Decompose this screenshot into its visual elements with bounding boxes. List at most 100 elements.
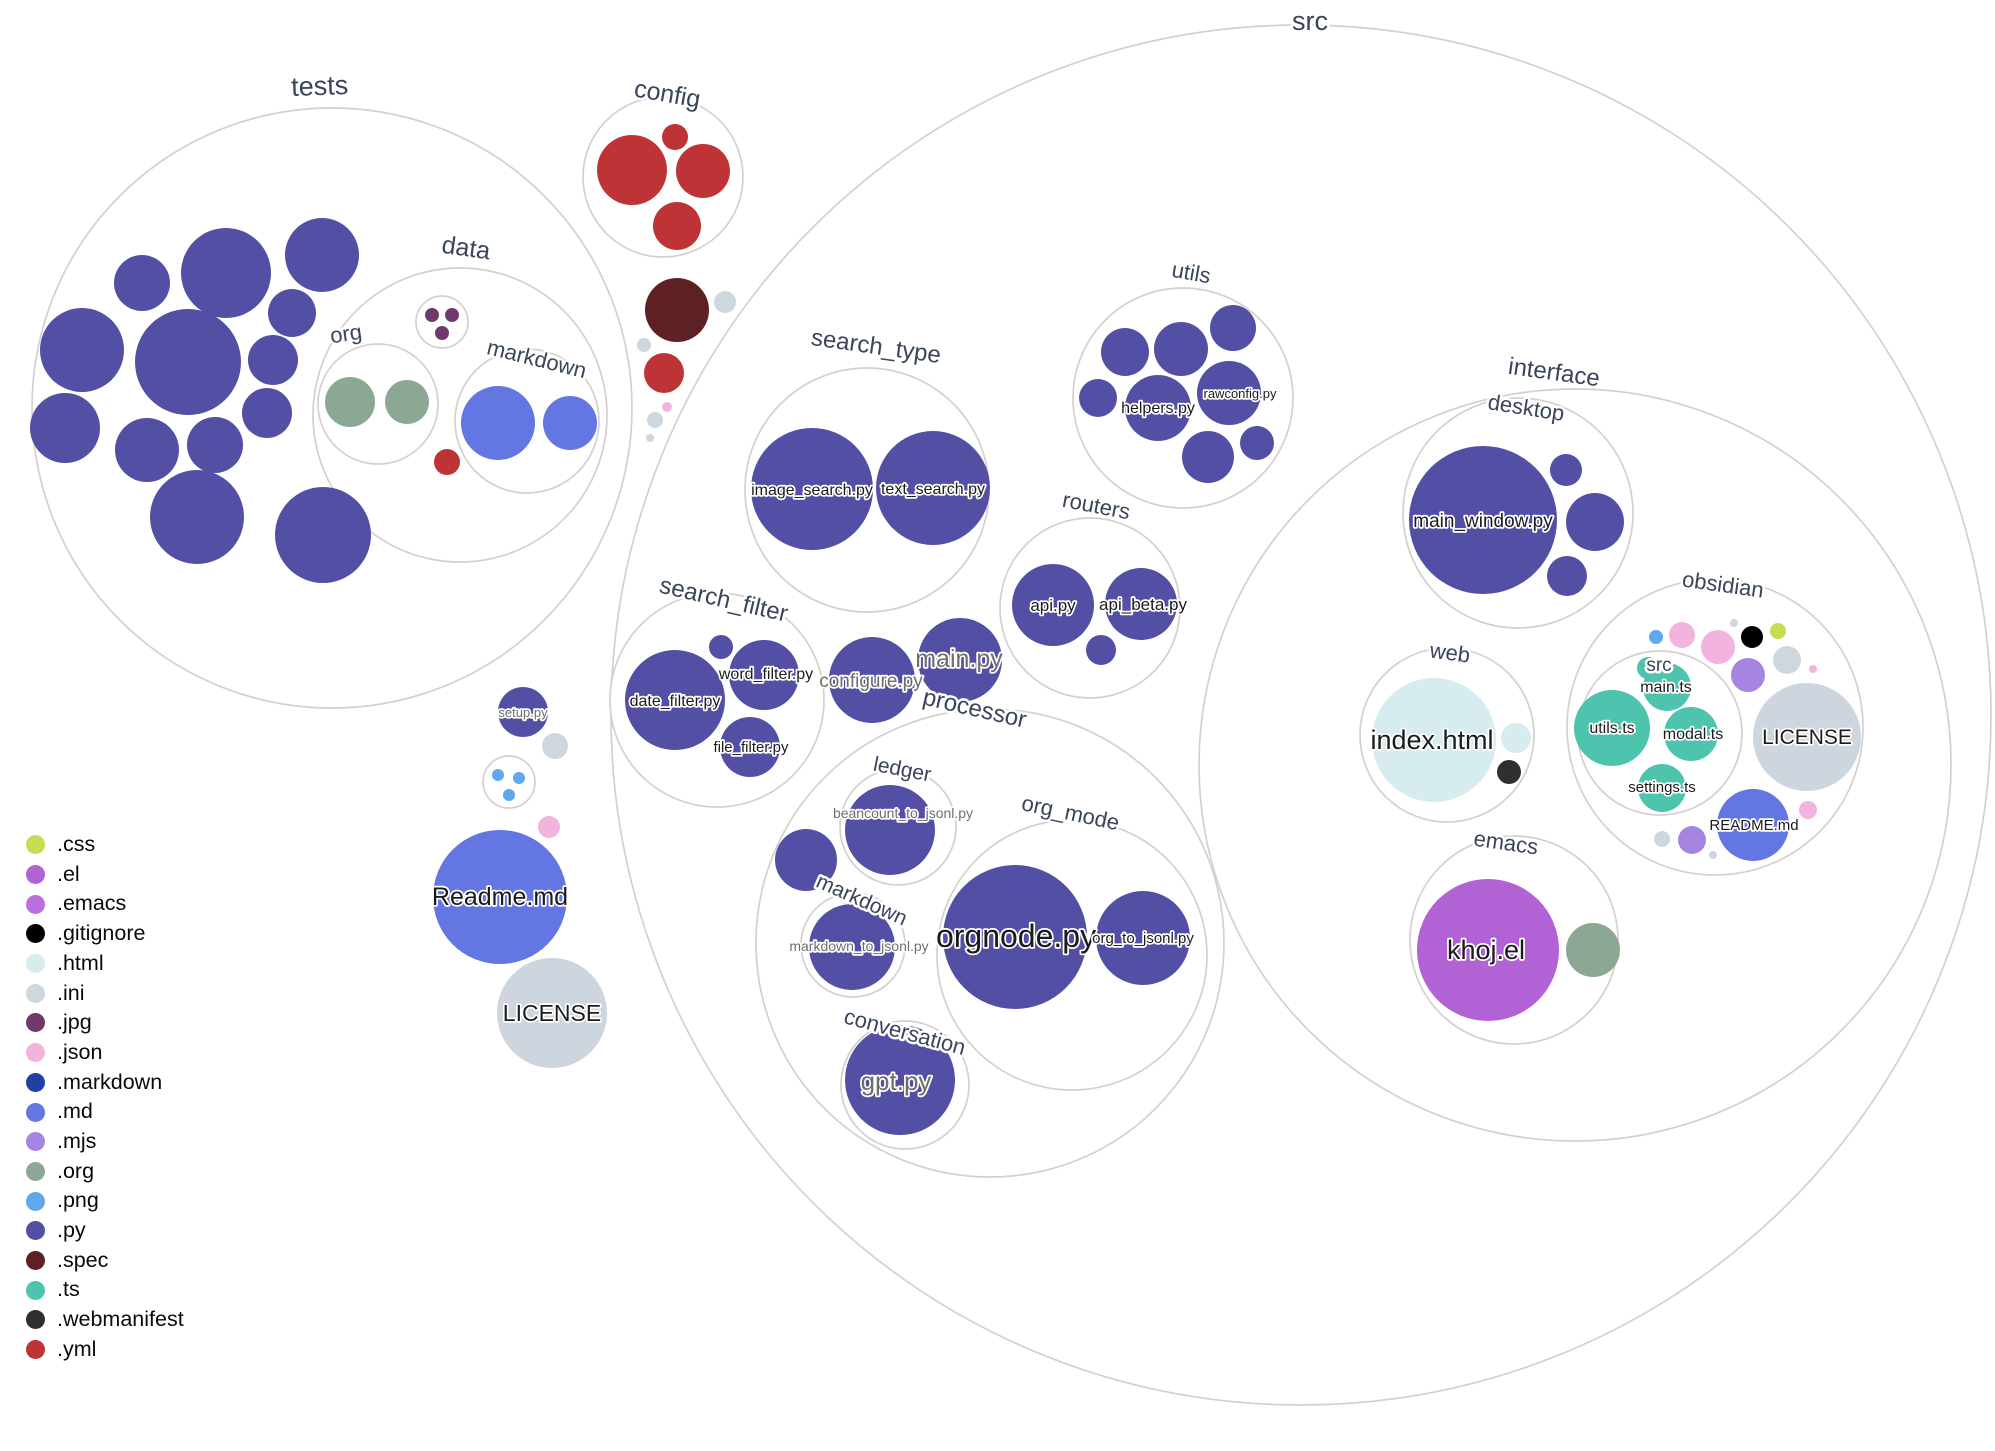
file-circle-dot-ini-77[interactable] — [1730, 619, 1738, 627]
file-circle-dot-json-82[interactable] — [1809, 665, 1817, 673]
file-circle-dot-py-66[interactable] — [1550, 454, 1582, 486]
file-circle-dot-py-12[interactable] — [275, 487, 371, 583]
file-circle-dot-css-79[interactable] — [1770, 623, 1786, 639]
file-circle-org_to_jsonl.py[interactable] — [1096, 891, 1190, 985]
file-circle-dot-py-5[interactable] — [135, 309, 241, 415]
legend-label-html: .html — [57, 950, 104, 975]
file-circle-settings.ts[interactable] — [1638, 764, 1686, 812]
file-circle-dot-mjs-81[interactable] — [1731, 658, 1765, 692]
file-circle-dot-py-52[interactable] — [1154, 322, 1208, 376]
file-circle-dot-jpg-17[interactable] — [435, 326, 449, 340]
folder-circle-unnamed-4[interactable] — [415, 295, 469, 349]
file-circle-dot-py-53[interactable] — [1210, 305, 1256, 351]
file-circle-dot-md-19[interactable] — [543, 396, 597, 450]
file-circle-dot-json-75[interactable] — [1669, 622, 1695, 648]
file-circle-dot-md-18[interactable] — [461, 386, 535, 460]
file-circle-dot-py-59[interactable] — [775, 829, 837, 891]
file-circle-dot-org-14[interactable] — [385, 380, 429, 424]
file-circle-dot-png-34[interactable] — [492, 769, 504, 781]
file-circle-dot-py-2[interactable] — [285, 218, 359, 292]
file-circle-modal.ts[interactable] — [1664, 707, 1718, 761]
file-circle-dot-ini-88[interactable] — [1709, 851, 1717, 859]
file-circle-dot-webmanifest-71[interactable] — [1497, 760, 1521, 784]
file-circle-dot-py-50[interactable] — [1086, 635, 1116, 665]
file-circle-dot-yml-21[interactable] — [597, 135, 667, 205]
file-circle-dot-yml-24[interactable] — [653, 202, 701, 250]
file-circle-dot-py-57[interactable] — [1182, 431, 1234, 483]
file-circle-rawconfig.py[interactable] — [1197, 361, 1261, 425]
file-circle-khoj.el[interactable] — [1417, 879, 1559, 1021]
file-circle-orgnode.py[interactable] — [943, 865, 1087, 1009]
file-circle-dot-yml-28[interactable] — [644, 353, 684, 393]
file-circle-dot-py-9[interactable] — [115, 418, 179, 482]
file-circle-README.md[interactable] — [1717, 789, 1789, 861]
file-circle-api.py[interactable] — [1012, 564, 1094, 646]
file-circle-dot-jpg-15[interactable] — [425, 308, 439, 322]
file-circle-utils.ts[interactable] — [1574, 690, 1650, 766]
file-circle-dot-ini-86[interactable] — [1654, 831, 1670, 847]
file-circle-dot-py-8[interactable] — [30, 393, 100, 463]
file-circle-dot-jpg-16[interactable] — [445, 308, 459, 322]
file-circle-dot-ini-30[interactable] — [647, 412, 663, 428]
file-circle-date_filter.py[interactable] — [625, 650, 725, 750]
file-circle-index.html[interactable] — [1372, 678, 1496, 802]
file-circle-dot-ini-31[interactable] — [646, 434, 654, 442]
file-label-modal.ts: modal.ts — [1663, 726, 1723, 743]
file-circle-main_window.py[interactable] — [1409, 446, 1557, 594]
file-circle-beancount_to_jsonl.py[interactable] — [845, 785, 935, 875]
file-circle-dot-py-47[interactable] — [709, 635, 733, 659]
file-circle-configure.py[interactable] — [829, 637, 915, 723]
file-circle-dot-ini-33[interactable] — [542, 733, 568, 759]
file-circle-dot-json-76[interactable] — [1701, 630, 1735, 664]
file-circle-dot-py-10[interactable] — [187, 417, 243, 473]
file-circle-gpt.py[interactable] — [845, 1025, 955, 1135]
file-circle-dot-py-6[interactable] — [248, 335, 298, 385]
file-circle-dot-py-4[interactable] — [40, 308, 124, 392]
file-circle-text_search.py[interactable] — [876, 431, 990, 545]
file-circle-dot-py-68[interactable] — [1547, 556, 1587, 596]
file-circle-api_beta.py[interactable] — [1105, 568, 1177, 640]
file-circle-dot-py-54[interactable] — [1079, 379, 1117, 417]
file-circle-dot-ini-27[interactable] — [637, 338, 651, 352]
file-circle-dot-yml-23[interactable] — [676, 144, 730, 198]
file-circle-dot-py-3[interactable] — [268, 289, 316, 337]
file-circle-dot-mjs-87[interactable] — [1678, 826, 1706, 854]
file-circle-dot-org-13[interactable] — [325, 377, 375, 427]
file-circle-dot-py-0[interactable] — [114, 255, 170, 311]
file-circle-dot-png-35[interactable] — [513, 772, 525, 784]
file-circle-dot-yml-22[interactable] — [662, 124, 688, 150]
file-circle-dot-org-73[interactable] — [1566, 923, 1620, 977]
file-circle-dot-py-1[interactable] — [181, 228, 271, 318]
file-circle-main.ts[interactable] — [1643, 663, 1691, 711]
file-circle-dot-html-70[interactable] — [1501, 723, 1531, 753]
file-circle-dot-gitignore-78[interactable] — [1741, 626, 1763, 648]
file-label-api.py: api.py — [1030, 596, 1076, 615]
file-circle-dot-json-85[interactable] — [1799, 801, 1817, 819]
file-circle-dot-py-67[interactable] — [1566, 493, 1624, 551]
file-circle-dot-json-29[interactable] — [662, 402, 672, 412]
file-circle-dot-spec-25[interactable] — [645, 278, 709, 342]
file-circle-setup.py[interactable] — [498, 687, 548, 737]
file-circle-dot-yml-20[interactable] — [434, 449, 460, 475]
file-circle-word_filter.py[interactable] — [729, 640, 799, 710]
file-circle-dot-json-37[interactable] — [538, 816, 560, 838]
file-circle-Readme.md[interactable] — [433, 830, 567, 964]
file-circle-helpers.py[interactable] — [1125, 375, 1191, 441]
file-circle-dot-ini-80[interactable] — [1773, 646, 1801, 674]
file-circle-dot-png-36[interactable] — [503, 789, 515, 801]
file-circle-markdown_to_jsonl.py[interactable] — [809, 904, 895, 990]
file-circle-dot-py-7[interactable] — [242, 388, 292, 438]
folder-circle-unnamed-6[interactable] — [482, 755, 536, 809]
file-circle-file_filter.py[interactable] — [720, 717, 780, 777]
folder-circle-org[interactable] — [317, 343, 439, 465]
file-circle-dot-py-58[interactable] — [1240, 426, 1274, 460]
file-circle-dot-ini-26[interactable] — [714, 291, 736, 313]
file-circle-dot-py-11[interactable] — [150, 470, 244, 564]
file-circle-LICENSE[interactable] — [497, 958, 607, 1068]
file-circle-dot-py-51[interactable] — [1101, 328, 1149, 376]
file-circle-LICENSE[interactable] — [1753, 683, 1861, 791]
file-circle-image_search.py[interactable] — [751, 428, 873, 550]
file-circle-main.py[interactable] — [918, 618, 1002, 702]
file-label-README.md: README.md — [1709, 817, 1798, 834]
file-circle-dot-png-74[interactable] — [1649, 630, 1663, 644]
